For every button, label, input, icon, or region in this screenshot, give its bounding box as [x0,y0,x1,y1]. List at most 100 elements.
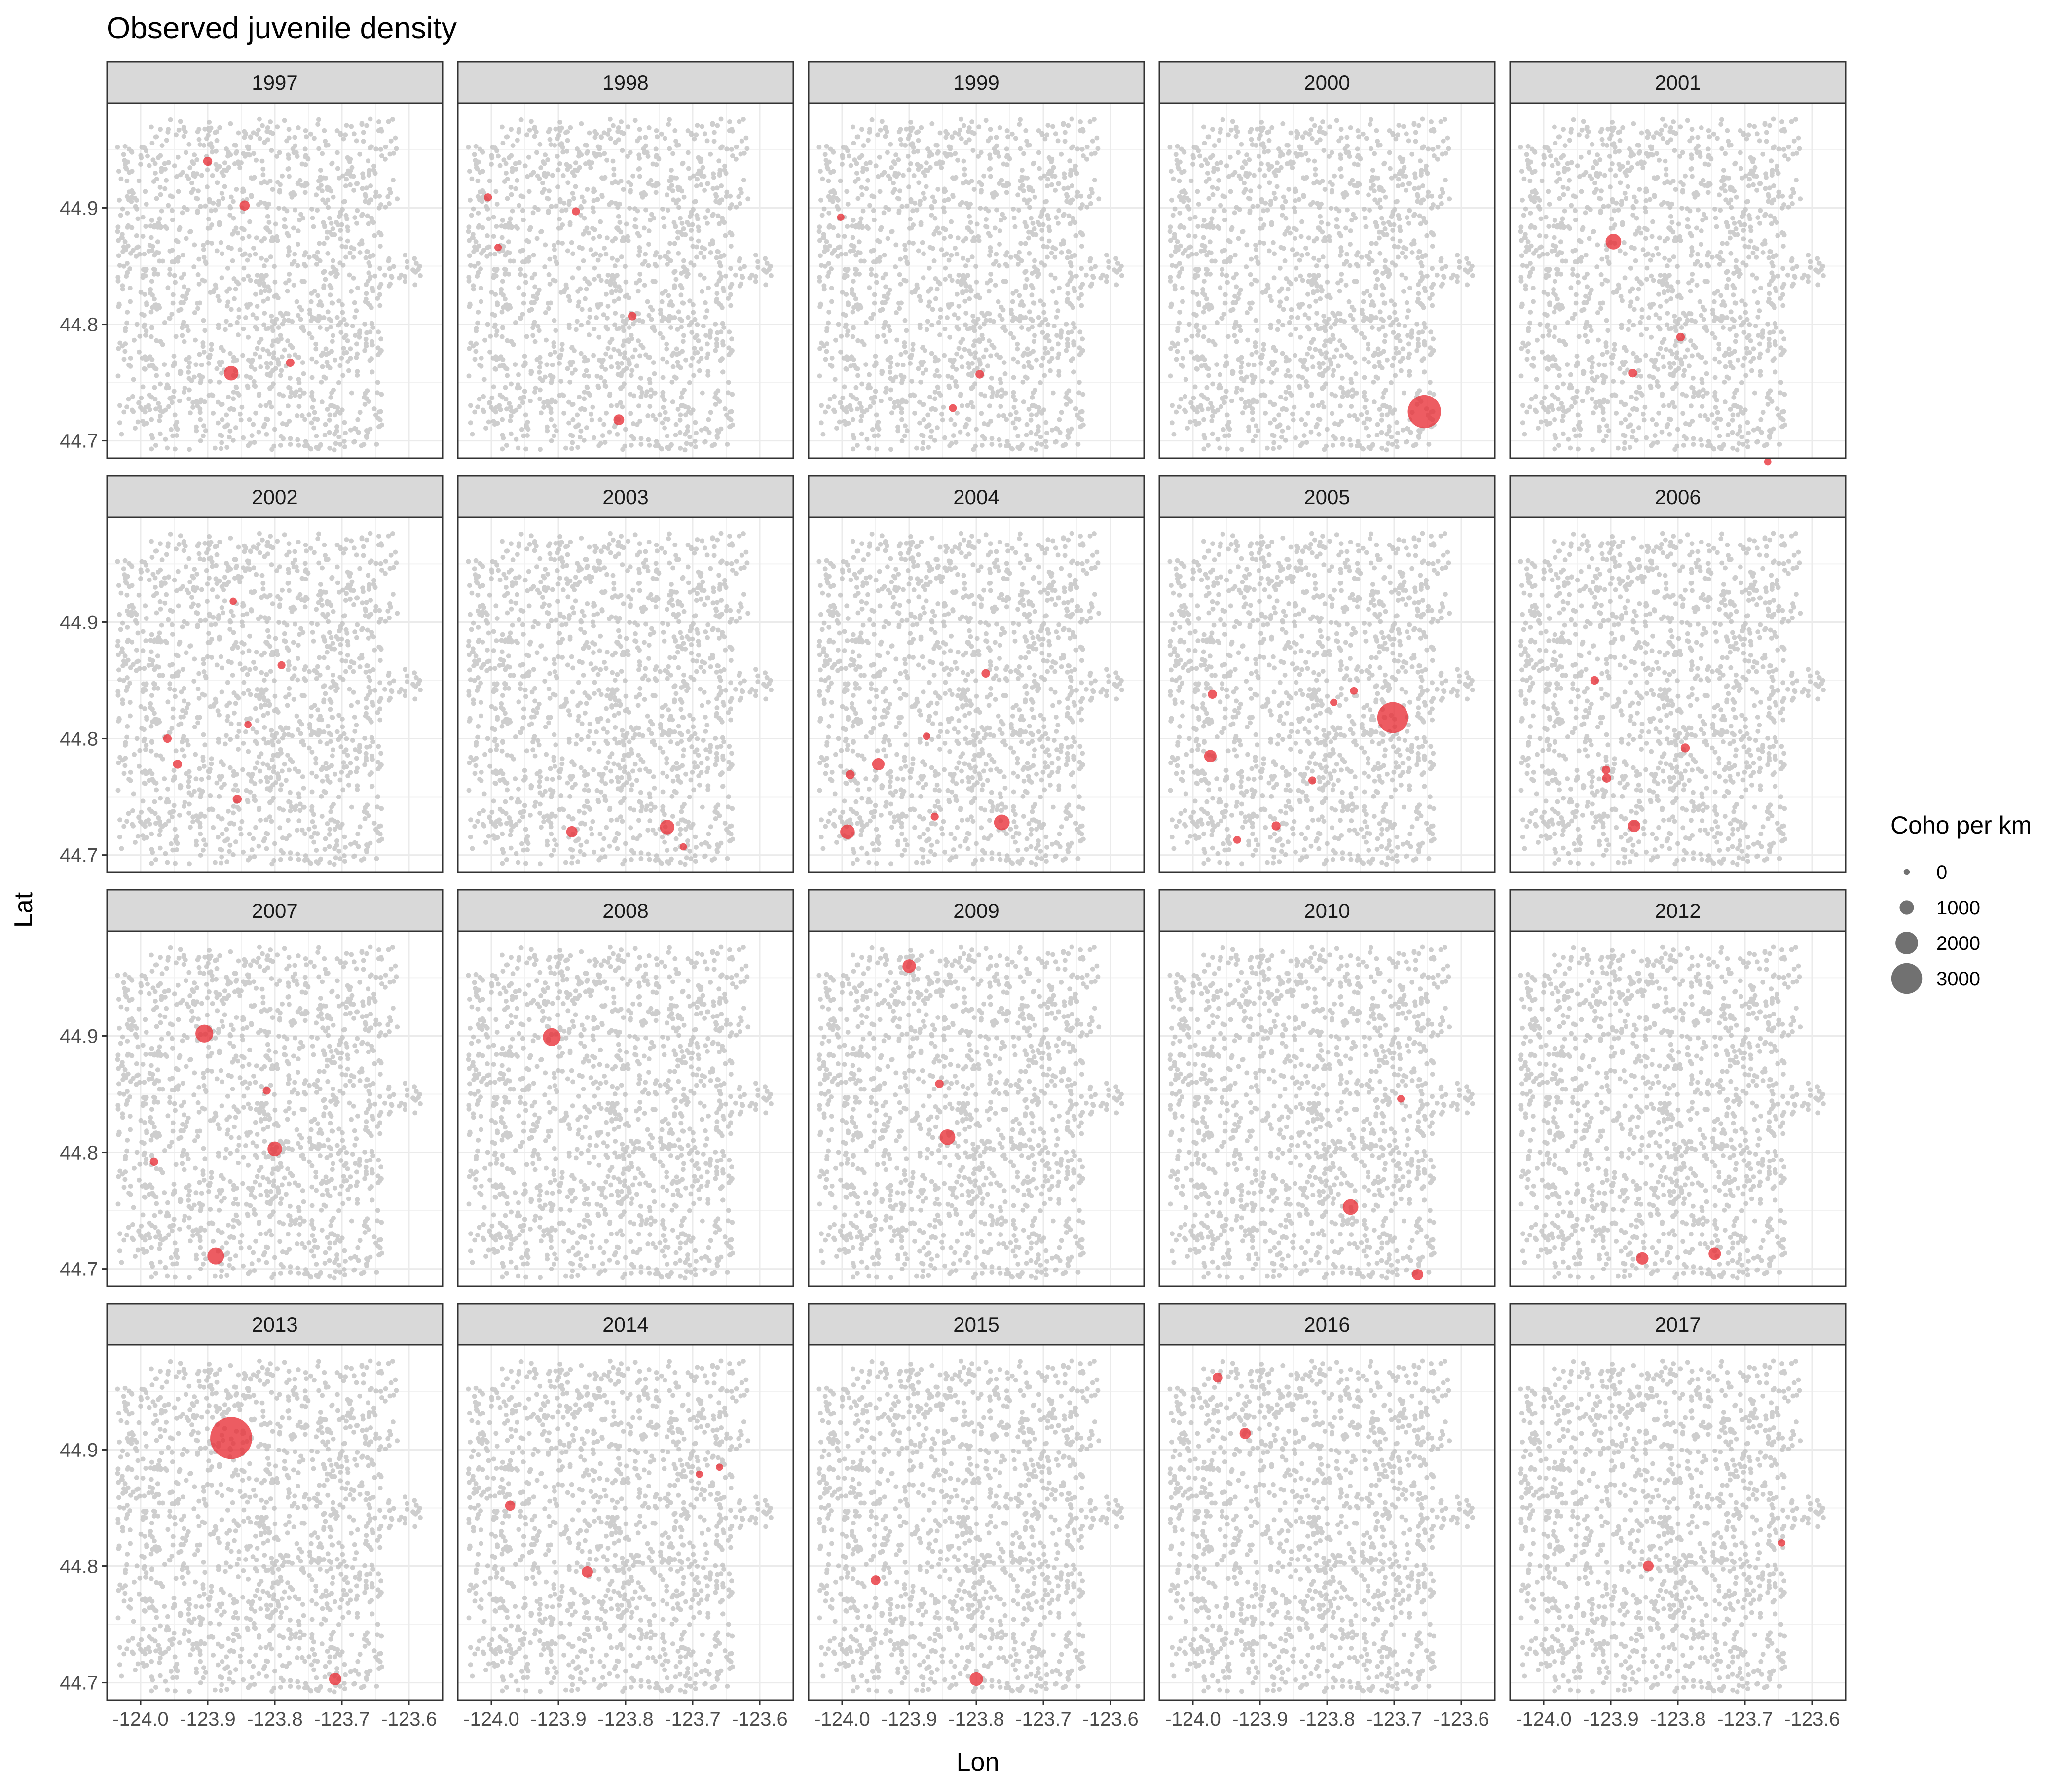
facet-strip [106,61,444,104]
facet-strip [1158,889,1496,932]
x-axis-ticks: -124.0 -123.9 -123.8 -123.7 -123.6 -124.0 -123… [112,1700,1840,1730]
y-tick-label: 44.7 [60,845,98,867]
coho-point [1239,1427,1251,1439]
y-tick-label: 44.9 [60,1025,98,1047]
x-tick-label: -123.9 [530,1708,586,1730]
x-tick-label: -124.0 [463,1708,519,1730]
x-tick-label: -123.8 [948,1708,1004,1730]
y-tick-label: 44.9 [60,1439,98,1461]
stream-sites [816,531,1124,867]
stream-site-points [115,531,423,867]
coho-observations [163,597,286,804]
coho-point [505,1500,516,1511]
x-tick-label: -123.6 [1784,1708,1840,1730]
y-tick-label: 44.7 [60,1672,98,1694]
coho-point [286,358,295,367]
stream-site-points [1518,531,1826,867]
coho-point [1204,750,1217,762]
stream-sites [115,1358,423,1695]
coho-observations [203,156,295,381]
coho-point [1377,702,1408,733]
coho-observations [1407,395,1441,429]
coho-point [1636,1252,1649,1265]
panel-border [1509,102,1847,459]
coho-point [262,1087,271,1095]
x-tick-label: -124.0 [1165,1708,1221,1730]
panel-border [1158,930,1496,1287]
legend-key-0 [1903,869,1910,875]
coho-point [244,721,252,728]
facet-panel-2004: 2004 [808,475,1145,873]
stream-site-points [816,944,1124,1281]
coho-point [229,597,237,605]
facet-panel-1997: 1997 [106,61,444,459]
coho-point [613,414,625,425]
facet-strip [1509,1303,1847,1346]
stream-sites [1518,1358,1826,1695]
legend-label: 1000 [1936,897,1980,919]
stream-sites [466,531,774,867]
stream-site-points [1167,531,1475,867]
facet-panel-1998: 1998 [457,61,794,459]
facet-panel-1999: 1999 [808,61,1145,459]
facet-strip-label: 2014 [602,1313,648,1336]
coho-point [628,312,637,321]
stream-site-points [466,116,774,453]
coho-point [660,820,675,835]
coho-point [1628,820,1641,833]
facet-panel-2005: 2005 [1158,475,1496,873]
y-tick-label: 44.8 [60,1142,98,1164]
coho-observations [566,820,687,851]
coho-point [1676,332,1685,342]
y-tick-label: 44.8 [60,728,98,750]
x-tick-label: -123.9 [881,1708,937,1730]
panel-border [808,516,1145,873]
facet-strip [457,61,794,104]
coho-observations [505,1463,723,1578]
stream-sites [816,944,1124,1281]
x-tick-label: -123.6 [1433,1708,1489,1730]
facet-strip-label: 2016 [1304,1313,1350,1336]
coho-observations [484,193,637,425]
facet-strip-label: 2005 [1304,485,1350,508]
stream-site-points [115,944,423,1281]
facet-panel-2014: 2014 [457,1303,794,1701]
facet-strip [457,475,794,518]
coho-point [173,760,183,769]
x-tick-label: -123.6 [1082,1708,1138,1730]
facet-panel-2001: 2001 [1509,61,1847,466]
coho-point [1330,698,1338,706]
facet-panel-2006: 2006 [1509,475,1847,873]
facet-strip-label: 2017 [1655,1313,1701,1336]
x-tick-label: -123.6 [381,1708,437,1730]
panel-border [1158,516,1496,873]
facet-panel-2016: 2016 [1158,1303,1496,1701]
stream-site-points [115,116,423,453]
facet-panel-2008: 2008 [457,889,794,1287]
x-tick-label: -123.7 [314,1708,370,1730]
x-tick-label: -123.6 [732,1708,787,1730]
coho-point [572,207,580,216]
facet-strip-label: 2003 [602,485,648,508]
x-tick-label: -124.0 [814,1708,870,1730]
y-tick-label: 44.7 [60,1259,98,1280]
facet-strip [1509,889,1847,932]
panel-border [1509,930,1847,1287]
facet-strip-label: 2012 [1655,899,1701,922]
coho-observations [1605,234,1772,466]
coho-point [939,1129,956,1145]
stream-site-points [115,1358,423,1695]
stream-sites [1518,944,1826,1281]
stream-sites [466,116,774,453]
coho-point [195,1024,214,1043]
facet-strip-label: 2013 [252,1313,297,1336]
stream-site-points [1167,1358,1475,1695]
coho-point [582,1566,593,1578]
stream-site-points [816,1358,1124,1695]
facet-panel-2003: 2003 [457,475,794,873]
coho-point [923,732,930,740]
facet-strip [457,889,794,932]
coho-point [969,1672,983,1686]
x-tick-label: -123.9 [1232,1708,1288,1730]
coho-observations [1204,687,1408,844]
